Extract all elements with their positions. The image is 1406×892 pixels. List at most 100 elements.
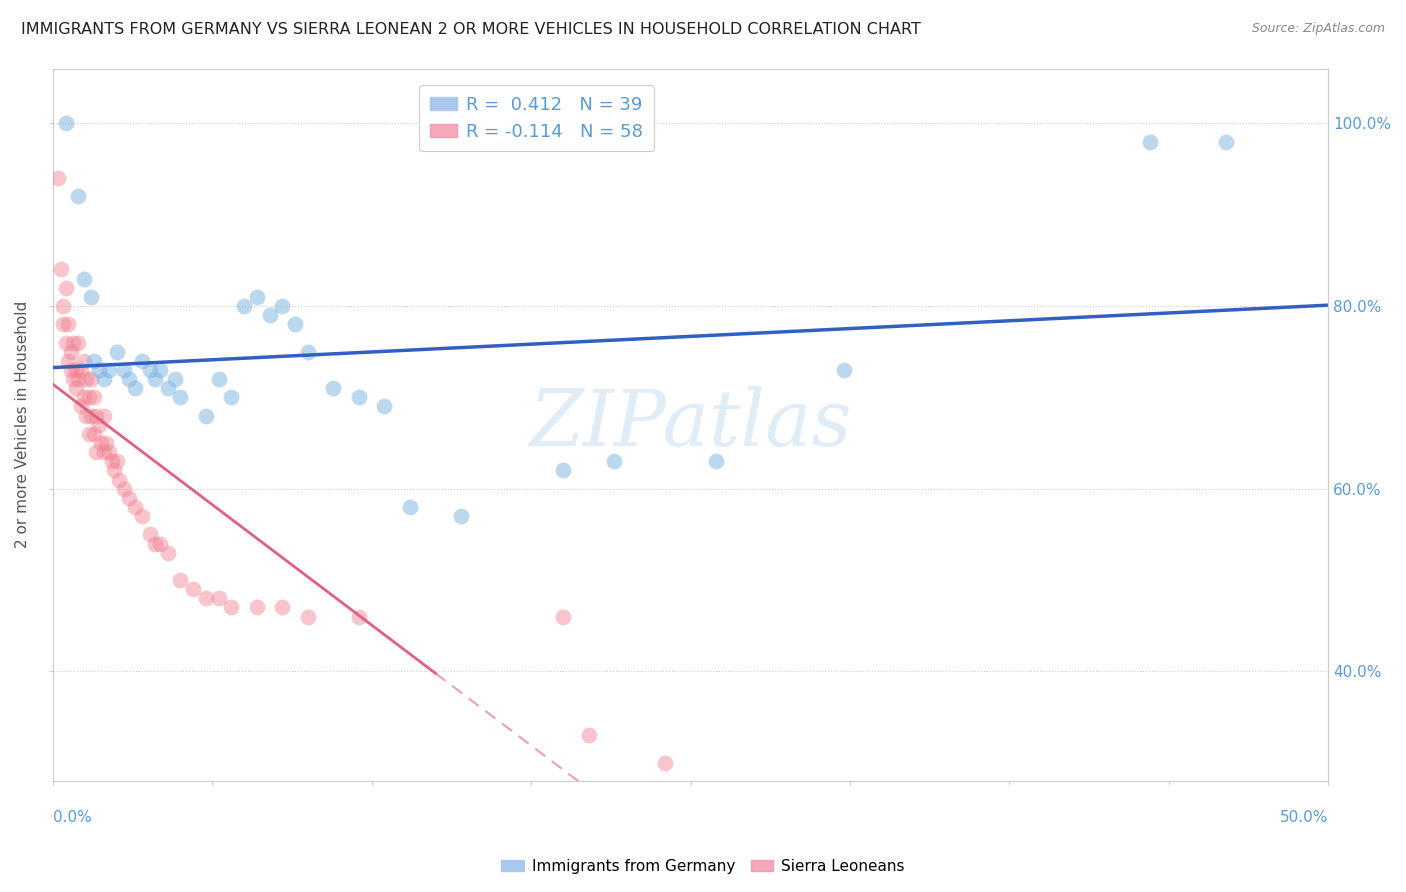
Point	[93, 372, 115, 386]
Point	[194, 591, 217, 606]
Point	[259, 308, 281, 322]
Point	[271, 600, 294, 615]
Point	[72, 271, 94, 285]
Point	[105, 344, 128, 359]
Point	[84, 445, 107, 459]
Point	[139, 527, 162, 541]
Point	[90, 436, 112, 450]
Point	[322, 381, 344, 395]
Point	[52, 318, 75, 332]
Point	[194, 409, 217, 423]
Point	[149, 536, 172, 550]
Point	[112, 363, 135, 377]
Point	[83, 426, 105, 441]
Point	[103, 463, 125, 477]
Point	[169, 390, 191, 404]
Point	[450, 509, 472, 524]
Point	[221, 600, 243, 615]
Point	[208, 591, 231, 606]
Point	[208, 372, 231, 386]
Point	[75, 409, 97, 423]
Point	[551, 463, 574, 477]
Point	[143, 372, 166, 386]
Y-axis label: 2 or more Vehicles in Household: 2 or more Vehicles in Household	[15, 301, 30, 549]
Point	[603, 454, 626, 468]
Point	[131, 509, 153, 524]
Point	[297, 344, 319, 359]
Point	[62, 372, 84, 386]
Point	[87, 417, 110, 432]
Point	[93, 409, 115, 423]
Point	[347, 609, 370, 624]
Point	[399, 500, 422, 514]
Point	[67, 335, 90, 350]
Point	[221, 390, 243, 404]
Point	[832, 363, 855, 377]
Point	[165, 372, 187, 386]
Point	[149, 363, 172, 377]
Point	[70, 400, 93, 414]
Point	[75, 372, 97, 386]
Legend: Immigrants from Germany, Sierra Leoneans: Immigrants from Germany, Sierra Leoneans	[495, 853, 911, 880]
Text: IMMIGRANTS FROM GERMANY VS SIERRA LEONEAN 2 OR MORE VEHICLES IN HOUSEHOLD CORREL: IMMIGRANTS FROM GERMANY VS SIERRA LEONEA…	[21, 22, 921, 37]
Point	[67, 372, 90, 386]
Point	[58, 354, 80, 368]
Point	[108, 473, 131, 487]
Point	[77, 426, 100, 441]
Point	[55, 116, 77, 130]
Point	[118, 491, 141, 505]
Point	[704, 454, 727, 468]
Point	[551, 609, 574, 624]
Point	[83, 354, 105, 368]
Point	[55, 281, 77, 295]
Point	[654, 756, 676, 770]
Point	[67, 189, 90, 203]
Point	[77, 390, 100, 404]
Point	[84, 409, 107, 423]
Point	[124, 500, 146, 514]
Point	[373, 400, 395, 414]
Point	[100, 454, 122, 468]
Point	[105, 454, 128, 468]
Point	[72, 390, 94, 404]
Point	[80, 290, 103, 304]
Point	[52, 299, 75, 313]
Point	[65, 363, 87, 377]
Point	[297, 609, 319, 624]
Point	[156, 546, 179, 560]
Legend: R =  0.412   N = 39, R = -0.114   N = 58: R = 0.412 N = 39, R = -0.114 N = 58	[419, 85, 654, 152]
Point	[1139, 135, 1161, 149]
Point	[49, 262, 72, 277]
Point	[181, 582, 204, 597]
Point	[65, 381, 87, 395]
Point	[59, 344, 82, 359]
Point	[271, 299, 294, 313]
Point	[131, 354, 153, 368]
Point	[112, 482, 135, 496]
Point	[80, 372, 103, 386]
Point	[98, 445, 121, 459]
Point	[46, 171, 69, 186]
Point	[72, 354, 94, 368]
Point	[347, 390, 370, 404]
Point	[62, 335, 84, 350]
Point	[55, 335, 77, 350]
Point	[246, 290, 269, 304]
Text: ZIPatlas: ZIPatlas	[529, 386, 852, 463]
Point	[124, 381, 146, 395]
Point	[58, 318, 80, 332]
Point	[139, 363, 162, 377]
Text: 0.0%: 0.0%	[53, 810, 91, 824]
Point	[284, 318, 307, 332]
Point	[1215, 135, 1237, 149]
Text: Source: ZipAtlas.com: Source: ZipAtlas.com	[1251, 22, 1385, 36]
Point	[143, 536, 166, 550]
Point	[83, 390, 105, 404]
Point	[93, 445, 115, 459]
Point	[578, 728, 600, 742]
Text: 50.0%: 50.0%	[1279, 810, 1329, 824]
Point	[96, 436, 118, 450]
Point	[59, 363, 82, 377]
Point	[98, 363, 121, 377]
Point	[70, 363, 93, 377]
